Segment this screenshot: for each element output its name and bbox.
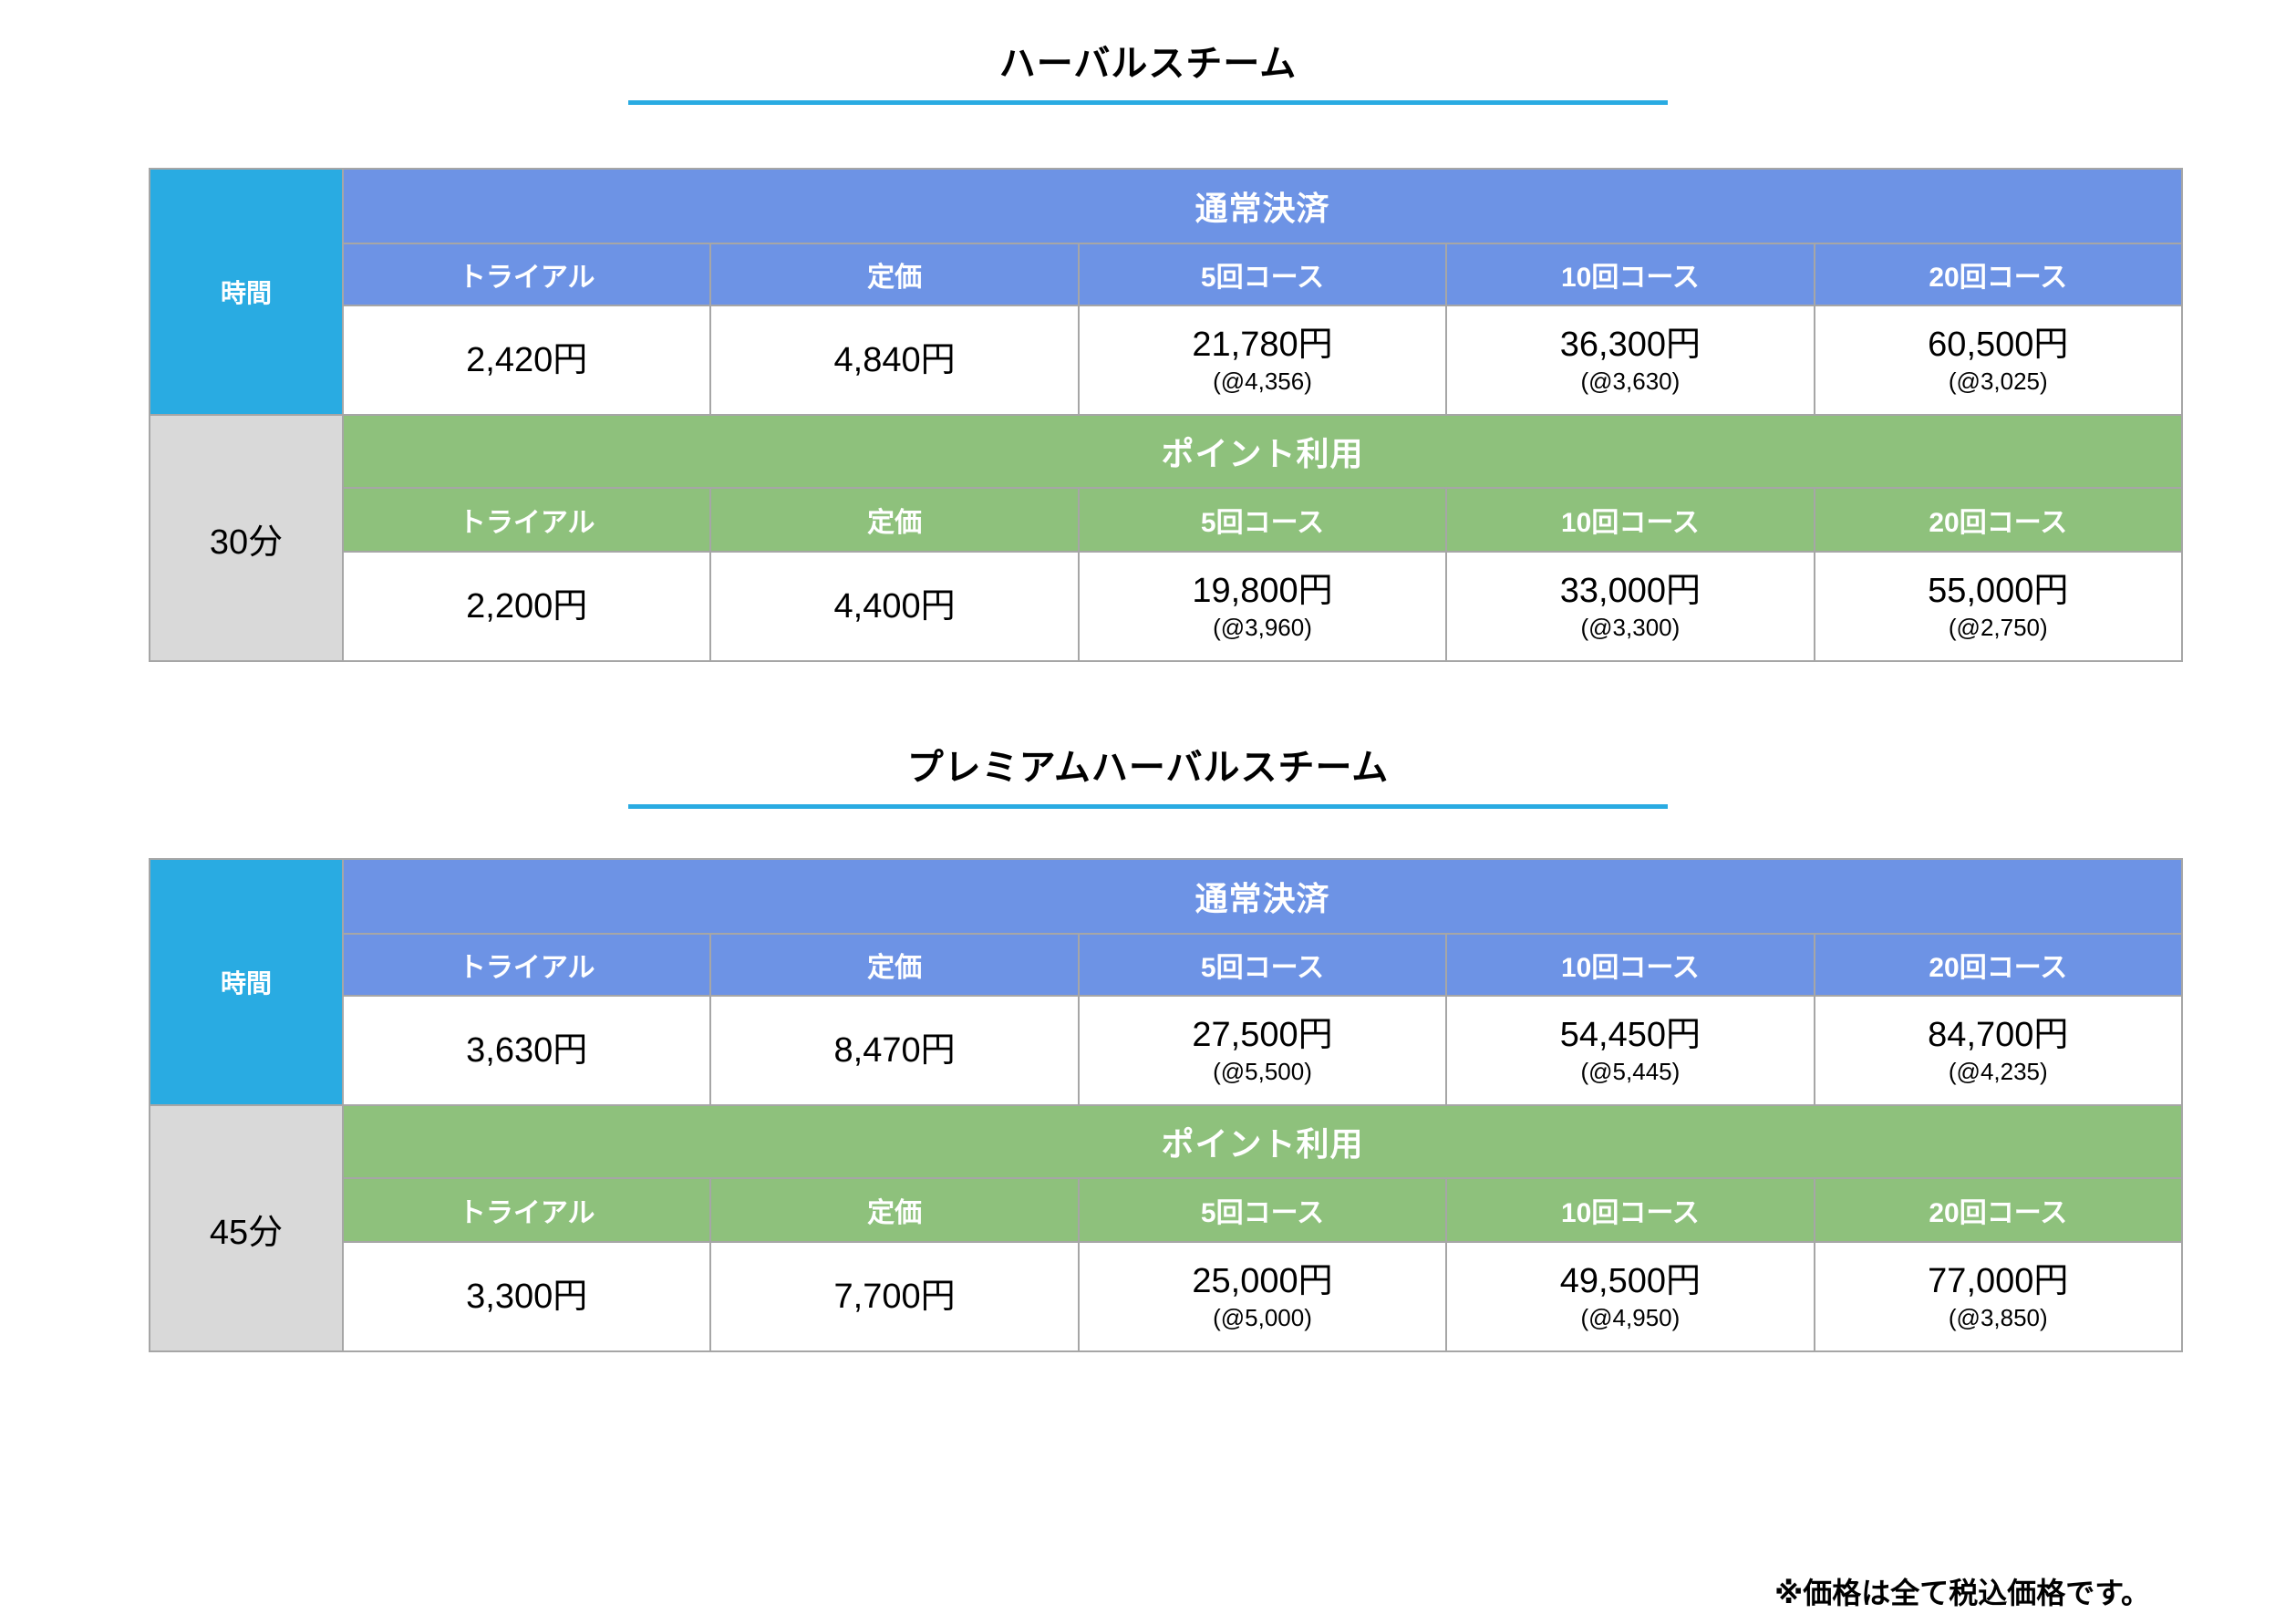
price-value: 3,630円 <box>466 1031 588 1070</box>
price-cell: 36,300円 (@3,630) <box>1447 306 1814 414</box>
price-cell: 60,500円 (@3,025) <box>1815 306 2181 414</box>
price-cell: 49,500円 (@4,950) <box>1447 1243 1814 1350</box>
price-cell: 8,470円 <box>711 997 1078 1104</box>
column-header-10-course: 10回コース <box>1447 244 1814 305</box>
column-header-10-course: 10回コース <box>1447 935 1814 995</box>
price-value: 4,400円 <box>833 587 956 626</box>
time-header-cell: 時間 <box>150 170 342 414</box>
price-cell: 4,400円 <box>711 553 1078 660</box>
title-underline <box>628 804 1668 809</box>
price-value: 4,840円 <box>833 341 956 379</box>
duration-cell: 45分 <box>150 1106 342 1350</box>
section-header-point-use: ポイント利用 <box>344 1106 2181 1177</box>
column-header-list-price: 定価 <box>711 489 1078 551</box>
price-value: 49,500円 <box>1559 1262 1701 1300</box>
price-value: 54,450円 <box>1559 1016 1701 1054</box>
column-header-20-course: 20回コース <box>1815 935 2181 995</box>
price-cell: 3,630円 <box>344 997 710 1104</box>
unit-price: (@3,025) <box>1948 367 2048 395</box>
price-value: 2,200円 <box>466 587 588 626</box>
column-header-10-course: 10回コース <box>1447 489 1814 551</box>
unit-price: (@5,000) <box>1213 1304 1312 1331</box>
price-value: 84,700円 <box>1928 1016 2069 1054</box>
price-cell: 54,450円 (@5,445) <box>1447 997 1814 1104</box>
column-header-5-course: 5回コース <box>1079 489 1446 551</box>
column-header-trial: トライアル <box>344 489 710 551</box>
section-header-normal-payment: 通常決済 <box>344 860 2181 933</box>
price-value: 3,300円 <box>466 1278 588 1316</box>
price-value: 19,800円 <box>1192 572 1333 610</box>
column-header-20-course: 20回コース <box>1815 1179 2181 1241</box>
price-cell: 27,500円 (@5,500) <box>1079 997 1446 1104</box>
table1-title-block: ハーバルスチーム <box>628 42 1668 105</box>
tax-included-note: ※価格は全て税込価格です。 <box>1774 1577 2150 1609</box>
unit-price: (@5,500) <box>1213 1058 1312 1085</box>
column-header-20-course: 20回コース <box>1815 244 2181 305</box>
price-value: 55,000円 <box>1928 572 2069 610</box>
column-header-5-course: 5回コース <box>1079 935 1446 995</box>
price-cell: 3,300円 <box>344 1243 710 1350</box>
table2-title-block: プレミアムハーバルスチーム <box>628 746 1668 809</box>
price-value: 7,700円 <box>833 1278 956 1316</box>
page-title: プレミアムハーバルスチーム <box>906 748 1390 788</box>
section-header-normal-payment: 通常決済 <box>344 170 2181 243</box>
title-underline <box>628 100 1668 105</box>
unit-price: (@3,850) <box>1948 1304 2048 1331</box>
price-cell: 33,000円 (@3,300) <box>1447 553 1814 660</box>
price-value: 27,500円 <box>1192 1016 1333 1054</box>
price-cell: 2,200円 <box>344 553 710 660</box>
column-header-list-price: 定価 <box>711 244 1078 305</box>
column-header-10-course: 10回コース <box>1447 1179 1814 1241</box>
duration-cell: 30分 <box>150 416 342 660</box>
section-header-point-use: ポイント利用 <box>344 416 2181 487</box>
price-value: 21,780円 <box>1192 326 1333 364</box>
price-cell: 7,700円 <box>711 1243 1078 1350</box>
column-header-trial: トライアル <box>344 1179 710 1241</box>
unit-price: (@4,950) <box>1580 1304 1681 1331</box>
price-cell: 84,700円 (@4,235) <box>1815 997 2181 1104</box>
unit-price: (@2,750) <box>1948 614 2048 641</box>
price-value: 36,300円 <box>1559 326 1701 364</box>
unit-price: (@5,445) <box>1580 1058 1681 1085</box>
price-cell: 21,780円 (@4,356) <box>1079 306 1446 414</box>
column-header-trial: トライアル <box>344 244 710 305</box>
column-header-5-course: 5回コース <box>1079 1179 1446 1241</box>
price-cell: 55,000円 (@2,750) <box>1815 553 2181 660</box>
unit-price: (@3,300) <box>1580 614 1681 641</box>
price-cell: 4,840円 <box>711 306 1078 414</box>
column-header-list-price: 定価 <box>711 935 1078 995</box>
price-value: 60,500円 <box>1928 326 2069 364</box>
column-header-list-price: 定価 <box>711 1179 1078 1241</box>
page-title: ハーバルスチーム <box>998 44 1298 84</box>
unit-price: (@3,630) <box>1580 367 1681 395</box>
price-cell: 2,420円 <box>344 306 710 414</box>
price-value: 2,420円 <box>466 341 588 379</box>
column-header-trial: トライアル <box>344 935 710 995</box>
price-value: 8,470円 <box>833 1031 956 1070</box>
column-header-20-course: 20回コース <box>1815 489 2181 551</box>
column-header-5-course: 5回コース <box>1079 244 1446 305</box>
price-value: 25,000円 <box>1192 1262 1333 1300</box>
price-value: 77,000円 <box>1928 1262 2069 1300</box>
price-table-herbal-steam: 時間 通常決済 トライアル 定価 5回コース 10回コース 20回コース 2,4… <box>149 168 2183 662</box>
time-header-cell: 時間 <box>150 860 342 1104</box>
price-value: 33,000円 <box>1559 572 1701 610</box>
price-table-premium-herbal-steam: 時間 通常決済 トライアル 定価 5回コース 10回コース 20回コース 3,6… <box>149 858 2183 1352</box>
unit-price: (@4,235) <box>1948 1058 2048 1085</box>
price-cell: 19,800円 (@3,960) <box>1079 553 1446 660</box>
price-cell: 77,000円 (@3,850) <box>1815 1243 2181 1350</box>
price-cell: 25,000円 (@5,000) <box>1079 1243 1446 1350</box>
unit-price: (@4,356) <box>1213 367 1312 395</box>
unit-price: (@3,960) <box>1213 614 1312 641</box>
